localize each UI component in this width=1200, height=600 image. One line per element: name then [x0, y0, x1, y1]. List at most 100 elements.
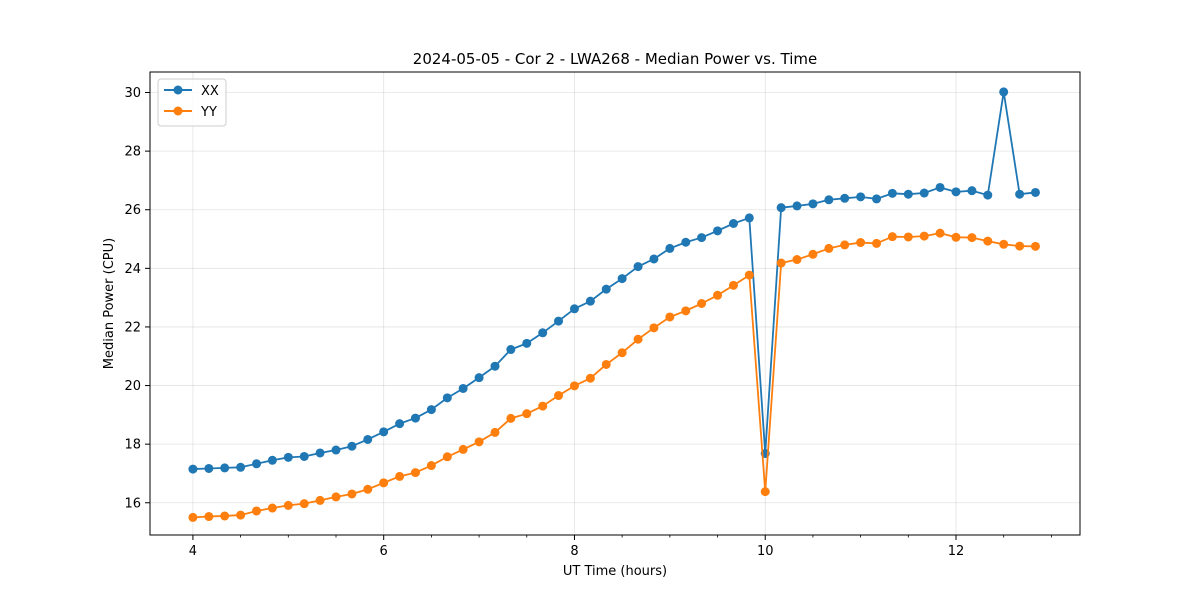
data-point-xx: [808, 199, 818, 209]
data-point-xx: [220, 463, 230, 473]
data-point-xx: [919, 188, 929, 198]
data-point-xx: [744, 213, 754, 223]
data-point-yy: [554, 391, 564, 401]
data-point-yy: [474, 437, 484, 447]
series-xx: [188, 87, 1040, 474]
data-point-yy: [331, 492, 341, 502]
data-point-yy: [490, 427, 500, 437]
data-point-xx: [522, 338, 532, 348]
data-point-yy: [426, 461, 436, 471]
data-point-yy: [299, 499, 309, 509]
data-point-xx: [633, 262, 643, 272]
data-point-xx: [903, 189, 913, 199]
data-point-yy: [442, 452, 452, 462]
axis-ticks: 4 6 8 10 12 16 18 20 22 24 26 28 30: [124, 86, 1052, 559]
x-tick-label: 8: [570, 544, 578, 559]
data-point-yy: [220, 511, 230, 521]
y-tick-label: 26: [124, 203, 141, 218]
data-point-xx: [1030, 187, 1040, 197]
data-point-yy: [188, 512, 198, 522]
data-point-yy: [410, 468, 420, 478]
data-point-xx: [601, 284, 611, 294]
series-yy: [188, 228, 1040, 522]
data-point-xx: [379, 427, 389, 437]
data-point-xx: [983, 190, 993, 200]
data-point-xx: [474, 373, 484, 383]
data-point-xx: [872, 194, 882, 204]
data-point-yy: [776, 258, 786, 268]
legend-marker-yy: [173, 106, 183, 116]
data-point-yy: [856, 238, 866, 248]
y-tick-label: 24: [124, 262, 141, 277]
data-point-yy: [887, 232, 897, 242]
x-tick-label: 10: [757, 544, 774, 559]
chart-title: 2024-05-05 - Cor 2 - LWA268 - Median Pow…: [413, 50, 817, 68]
data-point-xx: [728, 219, 738, 229]
legend: XX YY: [157, 78, 227, 127]
y-axis-label: Median Power (CPU): [102, 238, 117, 369]
data-point-xx: [506, 345, 516, 355]
data-point-xx: [967, 186, 977, 196]
series-line-yy: [192, 232, 1036, 519]
data-point-xx: [697, 233, 707, 243]
data-point-yy: [601, 359, 611, 369]
data-point-yy: [569, 381, 579, 391]
y-tick-label: 28: [124, 145, 141, 160]
series-layer: [188, 87, 1040, 522]
data-point-yy: [872, 238, 882, 248]
data-point-xx: [935, 182, 945, 192]
data-point-xx: [713, 226, 723, 236]
data-point-yy: [236, 510, 246, 520]
data-point-yy: [379, 478, 389, 488]
y-tick-label: 16: [124, 496, 141, 511]
data-point-yy: [665, 312, 675, 322]
x-tick-label: 4: [189, 544, 197, 559]
y-tick-label: 20: [124, 379, 141, 394]
data-point-xx: [458, 383, 468, 393]
data-point-yy: [967, 233, 977, 243]
data-point-xx: [776, 203, 786, 213]
data-point-xx: [1015, 189, 1025, 199]
data-point-xx: [490, 361, 500, 371]
data-point-yy: [649, 323, 659, 333]
data-point-yy: [903, 232, 913, 242]
data-point-yy: [1030, 241, 1040, 251]
data-point-yy: [824, 243, 834, 253]
data-point-yy: [204, 512, 214, 522]
series-line-xx: [192, 91, 1036, 470]
data-point-yy: [919, 231, 929, 241]
data-point-xx: [395, 419, 405, 429]
data-point-yy: [808, 249, 818, 259]
data-point-xx: [585, 296, 595, 306]
data-point-yy: [458, 444, 468, 454]
y-tick-label: 18: [124, 438, 141, 453]
data-point-yy: [252, 506, 262, 516]
data-point-xx: [569, 304, 579, 314]
data-point-yy: [681, 306, 691, 316]
data-point-xx: [999, 87, 1009, 97]
plot-frame: [149, 71, 1081, 536]
data-point-yy: [792, 255, 802, 265]
grid: [150, 72, 1080, 535]
data-point-yy: [983, 236, 993, 246]
data-point-xx: [267, 455, 277, 465]
data-point-yy: [585, 373, 595, 383]
data-point-yy: [538, 401, 548, 411]
data-point-yy: [840, 240, 850, 250]
data-point-yy: [744, 270, 754, 280]
data-point-xx: [442, 393, 452, 403]
data-point-xx: [331, 445, 341, 455]
data-point-xx: [887, 188, 897, 198]
legend-label-yy: YY: [200, 105, 217, 120]
data-point-xx: [204, 463, 214, 473]
data-point-xx: [299, 451, 309, 461]
data-point-yy: [1015, 241, 1025, 251]
data-point-yy: [506, 413, 516, 423]
data-point-yy: [713, 290, 723, 300]
y-tick-label: 30: [124, 86, 141, 101]
data-point-xx: [617, 274, 627, 284]
data-point-yy: [999, 239, 1009, 249]
data-point-yy: [935, 228, 945, 238]
data-point-xx: [840, 193, 850, 203]
